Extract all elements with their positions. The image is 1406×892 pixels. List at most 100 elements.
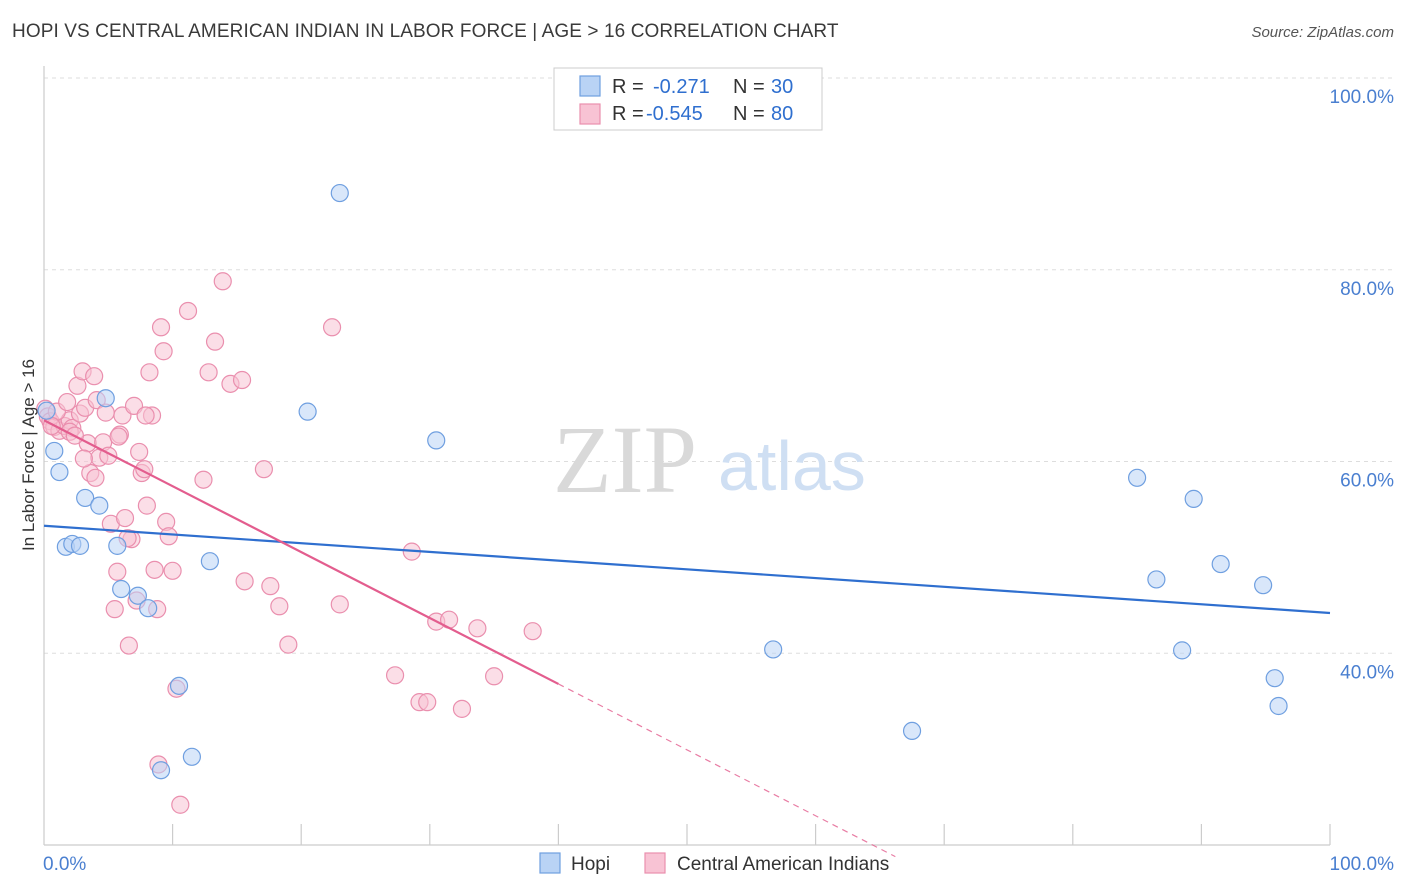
point-hopi-21 [902,721,922,741]
point-cai-42 [159,527,178,546]
point-cai-54 [254,460,274,479]
legend-n-label-cai: N = [733,103,765,125]
point-cai-46 [178,301,198,321]
gridlines [44,77,1392,654]
point-hopi-14 [169,676,189,695]
point-cai-45 [171,795,190,814]
point-cai-59 [330,595,349,614]
point-cai-25 [115,508,135,528]
point-hopi-1 [45,441,64,461]
point-hopi-13 [151,761,171,780]
point-cai-76 [136,406,155,425]
point-cai-69 [523,622,542,641]
point-hopi-22 [1127,468,1147,487]
point-hopi-16 [200,552,219,571]
trend-line-cai-extension [558,683,896,858]
point-cai-77 [109,427,128,446]
point-hopi-20 [764,640,783,659]
point-hopi-15 [182,747,201,766]
point-hopi-29 [1269,696,1288,716]
point-cai-60 [385,666,405,685]
point-cai-49 [205,332,225,351]
point-hopi-23 [1147,570,1166,589]
point-hopi-12 [139,599,158,618]
point-cai-53 [235,572,254,591]
y-tick-label-2: 60.0% [1340,471,1394,492]
point-cai-50 [213,272,232,291]
point-cai-22 [108,562,127,581]
correlation-legend: R = -0.271 N = 30 R = -0.545 N = 80 [553,67,823,131]
point-cai-63 [418,693,437,712]
legend-n-value-cai: 80 [771,103,793,125]
legend-r-label-hopi: R = [612,76,644,98]
point-hopi-27 [1254,576,1273,595]
point-cai-21 [105,600,124,619]
bottom-legend-label-cai: Central American Indians [677,854,889,875]
x-tick-label-0: 0.0% [43,854,86,875]
point-cai-33 [137,496,156,515]
axes [43,66,1331,846]
point-cai-57 [279,635,298,654]
point-cai-40 [154,342,173,361]
point-cai-39 [151,318,171,337]
point-cai-68 [485,667,504,686]
trend-line-hopi [43,524,1331,615]
point-cai-74 [74,449,93,468]
legend-r-value-hopi: -0.271 [653,76,710,98]
point-hopi-10 [112,579,131,599]
y-tick-label-3: 40.0% [1340,662,1394,683]
point-cai-52 [232,370,252,390]
legend-n-value-hopi: 30 [771,76,793,98]
point-cai-14 [85,367,104,386]
point-cai-48 [199,363,218,382]
y-tick-labels: 100.0% 80.0% 60.0% 40.0% [1330,87,1395,683]
legend-r-value-cai: -0.545 [646,103,703,125]
bottom-legend-label-hopi: Hopi [571,854,610,875]
trend-line-cai [43,419,559,685]
point-cai-58 [322,318,342,337]
point-hopi-11 [128,586,147,605]
watermark-atlas: atlas [718,427,866,505]
watermark: ZIP atlas [553,406,866,513]
point-hopi-8 [96,389,115,408]
y-tick-label-0: 100.0% [1330,87,1395,108]
data-points [36,183,1288,814]
point-hopi-2 [50,462,69,482]
point-hopi-6 [76,488,95,508]
legend-swatch-cai [579,103,601,125]
point-hopi-26 [1211,554,1230,574]
point-cai-73 [86,468,105,487]
x-tick-labels: 0.0% 100.0% [43,854,1394,875]
point-hopi-5 [70,536,90,555]
point-cai-43 [163,561,182,580]
bottom-legend-swatch-cai [644,852,666,874]
point-hopi-28 [1265,669,1284,688]
legend-n-label-hopi: N = [733,76,765,98]
point-hopi-17 [298,402,317,421]
point-cai-26 [119,636,138,655]
point-hopi-25 [1184,489,1203,508]
point-hopi-19 [427,431,446,450]
watermark-zip: ZIP [553,406,697,513]
point-cai-67 [468,619,487,638]
point-cai-47 [194,470,213,489]
point-cai-34 [140,363,159,382]
y-axis-title: In Labor Force | Age > 16 [19,359,38,551]
x-tick-label-1: 100.0% [1330,854,1395,875]
point-cai-55 [261,577,280,596]
trend-lines [43,419,1331,858]
y-tick-label-1: 80.0% [1340,279,1394,300]
chart-title: HOPI VS CENTRAL AMERICAN INDIAN IN LABOR… [12,21,839,42]
point-hopi-7 [90,496,109,515]
point-hopi-9 [108,536,127,555]
point-cai-30 [130,442,149,462]
legend-swatch-hopi [579,75,601,97]
point-hopi-18 [330,183,349,203]
point-hopi-0 [37,401,56,420]
point-cai-56 [270,597,289,616]
legend-r-label-cai: R = [612,103,644,125]
point-cai-36 [145,560,164,579]
point-cai-66 [452,699,472,718]
point-hopi-24 [1173,641,1192,660]
